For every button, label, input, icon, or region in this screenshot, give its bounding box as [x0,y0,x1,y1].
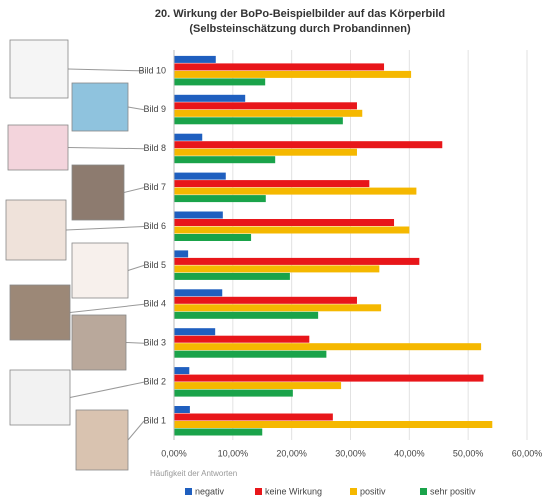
bar [174,219,395,226]
bar [174,226,410,234]
thumbnail [75,409,129,471]
x-tick-label: 50,00% [453,448,484,458]
bar [174,296,357,304]
x-tick-label: 10,00% [218,448,249,458]
legend-swatch [255,488,262,495]
bar [174,428,263,436]
bar [174,234,252,241]
bar [174,289,223,297]
leader-line [65,226,145,231]
thumbnail [5,199,67,261]
leader-line [69,303,145,313]
bar [174,421,493,428]
leader-line [69,381,145,398]
bar [174,109,363,117]
leader-line [127,264,145,271]
y-tick-label: Bild 1 [143,415,166,425]
bar [174,55,216,63]
thumbnail [71,314,127,371]
x-axis-title: Häufigkeit der Antworten [150,469,237,478]
legend-label: keine Wirkung [265,486,322,496]
thumbnail [71,82,129,132]
legend-label: negativ [195,486,225,496]
thumbnail [9,284,71,341]
bar [174,343,482,351]
bar [174,311,319,319]
bar [174,78,266,86]
bar [174,180,370,188]
thumbnail [7,124,69,171]
thumbnail [9,369,71,426]
bar [174,94,246,102]
bar [174,211,223,219]
bar [174,63,385,71]
leader-line [125,342,145,344]
leader-line [67,68,145,72]
legend-label: sehr positiv [430,486,476,496]
bar [174,257,420,265]
leader-line [123,187,145,193]
legend-label: positiv [360,486,386,496]
chart-title: 20. Wirkung der BoPo-Beispielbilder auf … [155,8,445,20]
bar [174,156,276,164]
thumbnail [71,164,125,221]
bar [174,250,189,258]
x-tick-label: 60,00% [512,448,543,458]
bar [174,172,226,180]
bar [174,382,342,390]
y-tick-label: Bild 3 [143,338,166,348]
chart-subtitle: (Selbsteinschätzung durch Probandinnen) [189,23,411,35]
legend-swatch [185,488,192,495]
bar [174,374,484,382]
bar [174,304,382,312]
bar [174,265,380,273]
leader-line [127,420,145,441]
y-tick-label: Bild 2 [143,376,166,386]
bar [174,148,357,156]
x-tick-label: 20,00% [276,448,307,458]
thumbnail [71,242,129,299]
bar [174,272,290,280]
bar [174,413,333,421]
y-tick-label: Bild 4 [143,299,166,309]
bar [174,141,443,149]
bar [174,389,293,397]
y-tick-label: Bild 7 [143,182,166,192]
bar [174,102,357,110]
legend-swatch [420,488,427,495]
x-tick-label: 40,00% [394,448,425,458]
y-tick-label: Bild 8 [143,143,166,153]
bar [174,70,412,78]
leader-line [67,147,145,150]
y-tick-label: Bild 5 [143,260,166,270]
bar [174,187,417,195]
leader-line [127,106,145,111]
legend-swatch [350,488,357,495]
y-tick-label: Bild 6 [143,221,166,231]
x-tick-label: 0,00% [161,448,187,458]
bar [174,133,203,141]
bar [174,328,216,336]
bar [174,195,266,203]
y-tick-label: Bild 10 [138,65,166,75]
bar [174,406,190,413]
bar [174,367,190,375]
bar [174,350,327,358]
x-tick-label: 30,00% [335,448,366,458]
bar [174,335,310,343]
bar [174,117,343,125]
y-tick-label: Bild 9 [143,104,166,114]
thumbnail [9,39,69,99]
